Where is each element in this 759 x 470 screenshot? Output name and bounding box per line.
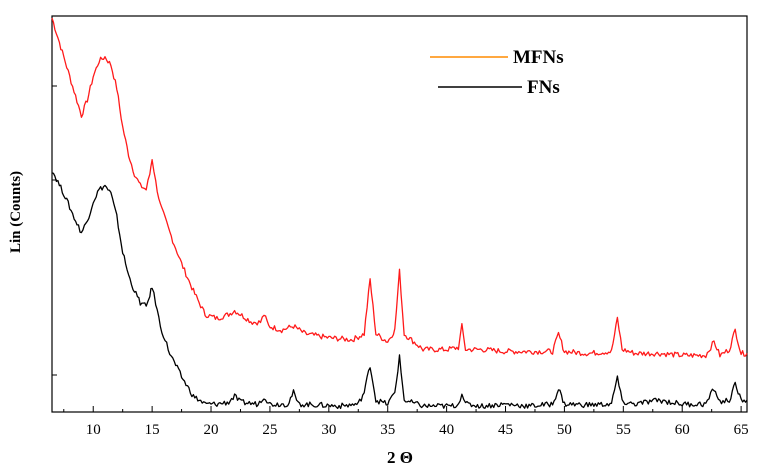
y-axis-ticks xyxy=(52,85,57,376)
series-line-fns xyxy=(51,172,748,410)
x-tick-label-45: 45 xyxy=(498,422,513,438)
legend-label-fns: FNs xyxy=(527,77,560,98)
plot-frame xyxy=(51,15,748,413)
x-tick-label-25: 25 xyxy=(262,422,277,438)
x-tick-label-15: 15 xyxy=(145,422,160,438)
x-axis-title: 2 Θ xyxy=(387,448,413,467)
x-tick-label-65: 65 xyxy=(734,422,749,438)
x-axis-ticks xyxy=(63,406,742,412)
x-tick-label-40: 40 xyxy=(439,422,454,438)
x-tick-label-20: 20 xyxy=(204,422,219,438)
legend-label-mfns: MFNs xyxy=(513,47,564,68)
series-line-mfns xyxy=(51,17,748,359)
legend: MFNs FNs xyxy=(430,47,564,98)
x-tick-label-30: 30 xyxy=(321,422,336,438)
x-tick-label-50: 50 xyxy=(557,422,572,438)
y-axis-title: Lin (Counts) xyxy=(8,171,24,253)
x-tick-label-35: 35 xyxy=(380,422,395,438)
x-tick-label-55: 55 xyxy=(616,422,631,438)
x-tick-label-10: 10 xyxy=(86,422,101,438)
x-axis-tick-labels: 10 15 20 25 30 35 40 45 50 55 60 65 xyxy=(86,422,749,438)
series-layer xyxy=(51,17,748,410)
x-tick-label-60: 60 xyxy=(675,422,690,438)
